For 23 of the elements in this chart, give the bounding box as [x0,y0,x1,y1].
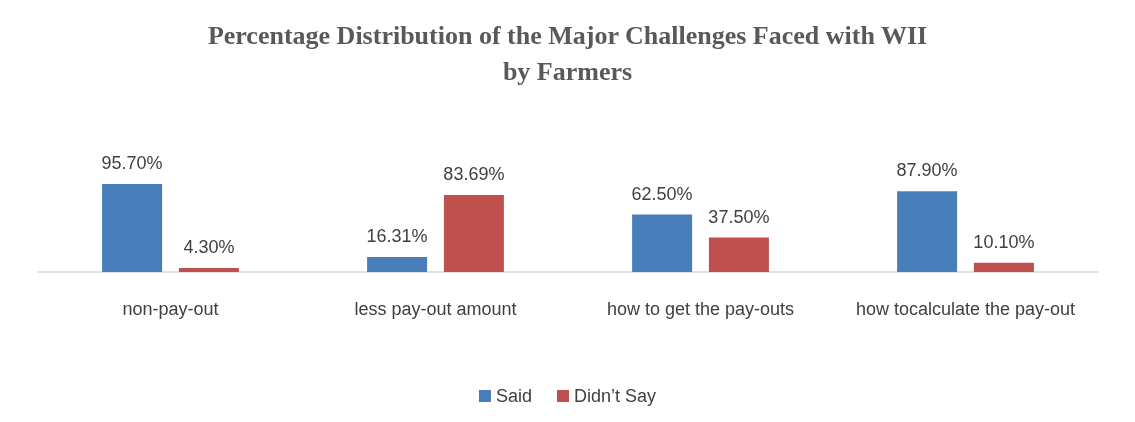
bar [367,256,428,272]
bar [708,237,769,272]
data-label: 16.31% [366,225,428,246]
data-label: 62.50% [631,183,693,204]
data-label: 37.50% [708,206,770,227]
legend-label: Didn’t Say [573,386,657,406]
bar [897,191,958,272]
bar [178,268,239,272]
bar [632,214,693,272]
x-tick-label: non-pay-out [122,299,219,319]
data-label: 4.30% [183,237,235,258]
bar [443,195,504,272]
data-label: 87.90% [896,160,958,181]
data-label: 83.69% [443,164,505,185]
x-tick-label: less pay-out amount [354,299,517,319]
chart-title: Percentage Distribution of the Major Challenges Faced with WII by Farmers [207,20,928,86]
x-tick-label: how tocalculate the pay-out [855,299,1076,319]
bar [973,262,1034,272]
legend-label: Said [495,386,532,406]
x-tick-label: how to get the pay-outs [606,299,795,319]
data-label: 95.70% [101,152,163,173]
bar [102,183,163,272]
data-label: 10.10% [973,231,1035,252]
